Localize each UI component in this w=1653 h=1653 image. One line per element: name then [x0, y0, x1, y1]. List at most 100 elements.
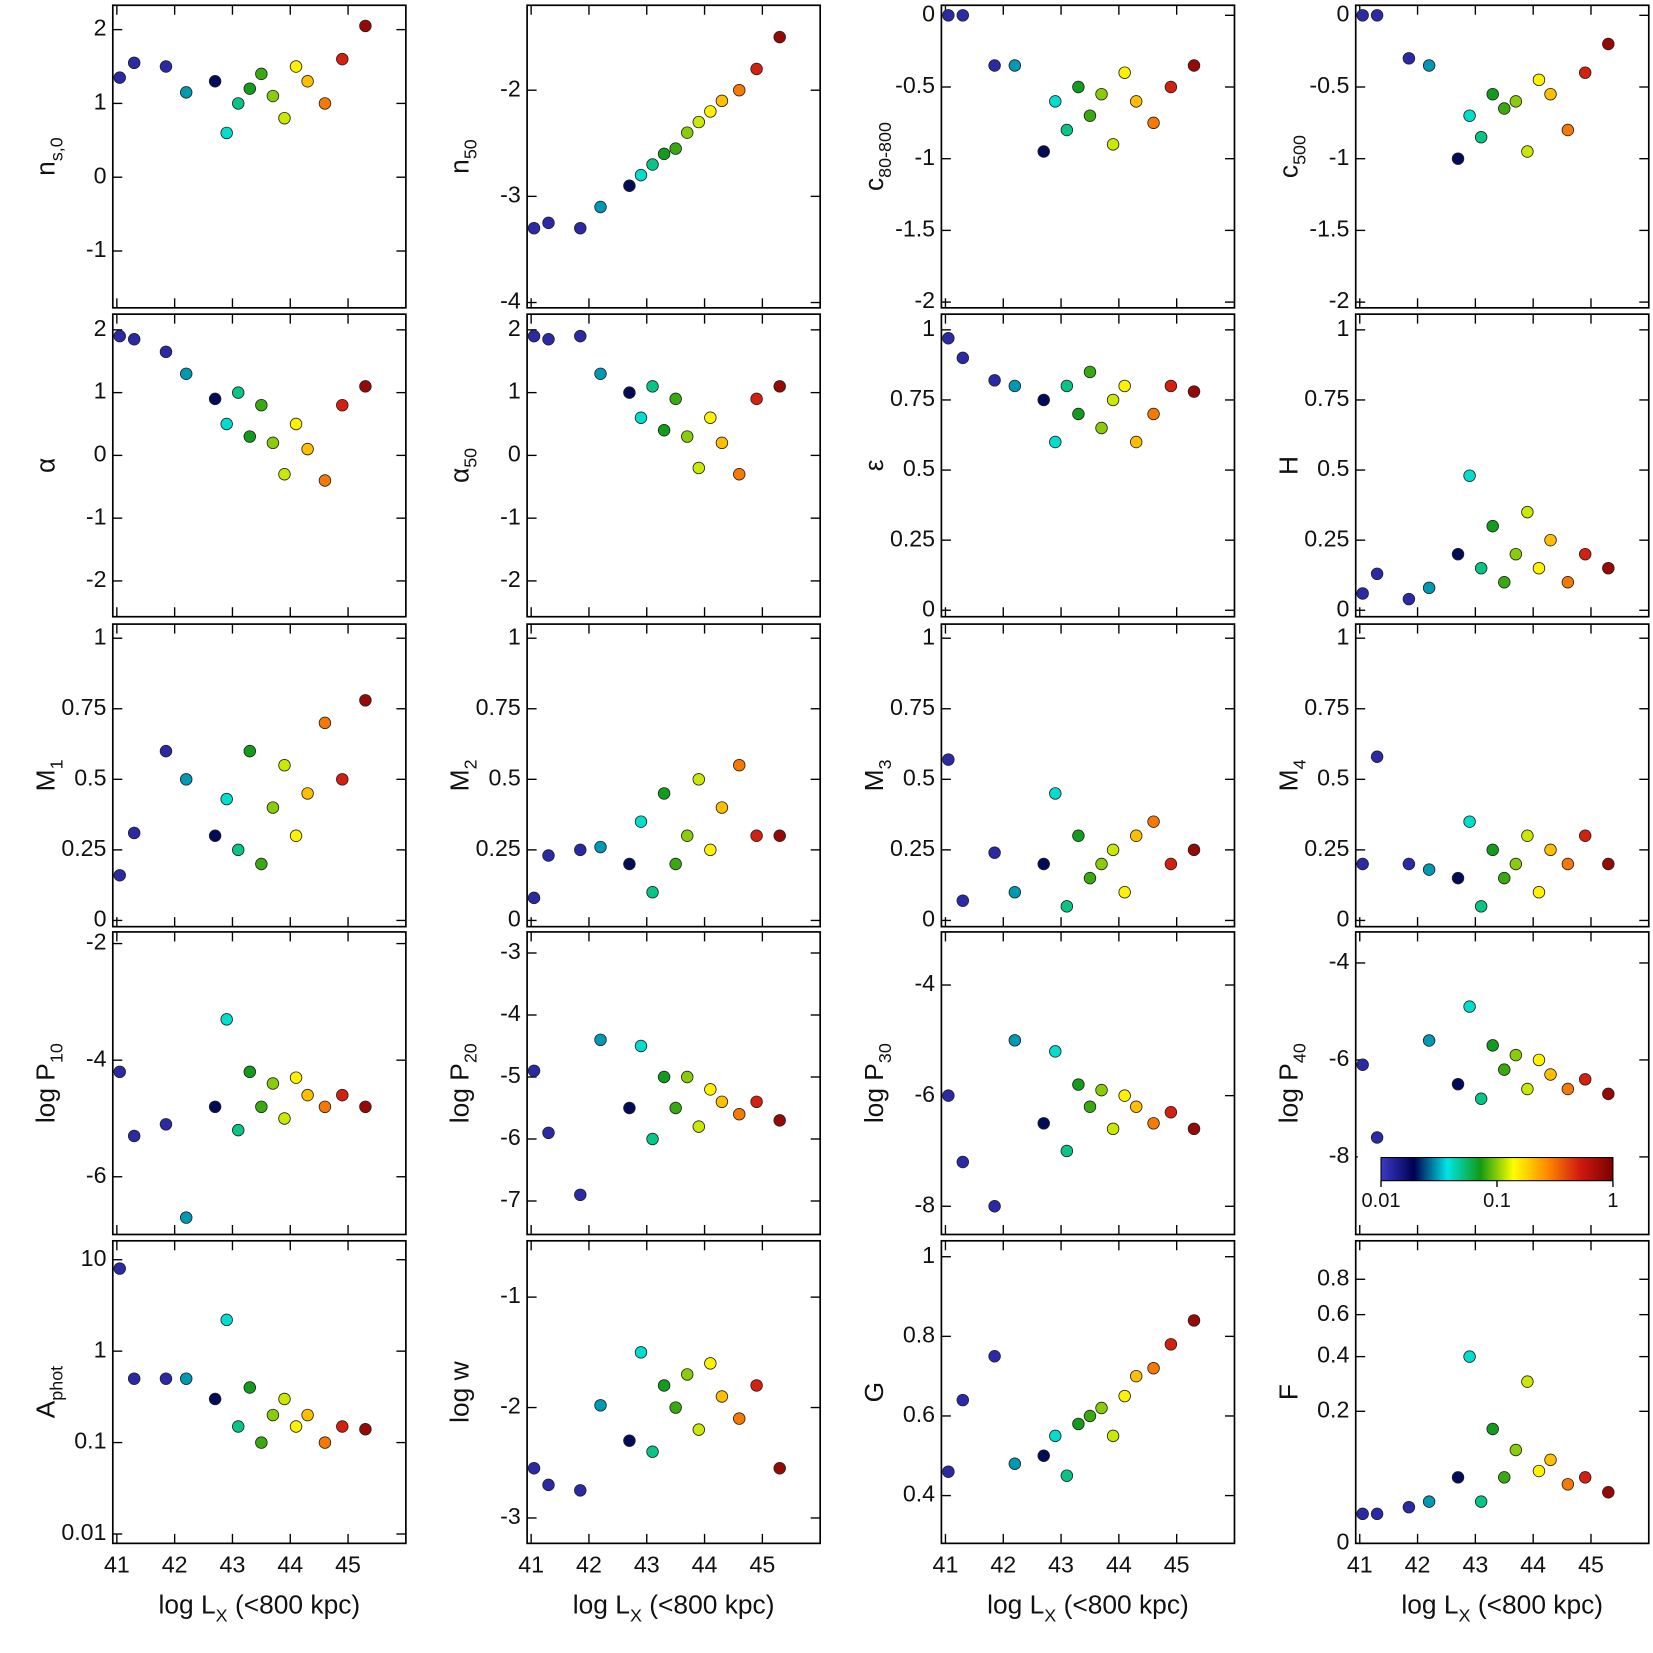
point [733, 83, 746, 97]
point [704, 1357, 717, 1370]
point [646, 158, 659, 171]
point [1049, 787, 1062, 800]
point [159, 744, 173, 758]
point [681, 829, 694, 842]
panel: 0 0.25 0.5 0.75 1 [890, 313, 1236, 621]
point [301, 1408, 314, 1422]
point [1474, 1092, 1488, 1105]
point [681, 430, 694, 443]
point [1095, 857, 1108, 871]
point [289, 1071, 303, 1084]
point [1008, 379, 1022, 393]
point [1402, 52, 1416, 65]
colorbar-tick-label: 0.01 [1362, 1190, 1401, 1212]
point [318, 97, 332, 110]
x-tick-label: 43 [220, 1552, 246, 1578]
x-tick-label: 43 [1462, 1552, 1488, 1578]
x-axis-label-main: log L [987, 1590, 1044, 1620]
y-tick-label: 0 [94, 441, 107, 467]
x-tick-label: 43 [634, 1552, 660, 1578]
point [1422, 1495, 1436, 1508]
point [1083, 1409, 1097, 1423]
y-tick-label: -2 [914, 287, 935, 313]
point [1474, 1495, 1488, 1508]
point [1008, 1457, 1022, 1470]
x-axis-label-rest: (<800 kpc) [1478, 1590, 1603, 1620]
point [1072, 1417, 1085, 1431]
point [750, 829, 763, 842]
point [942, 753, 955, 766]
y-axis-label-sub: 50 [460, 448, 480, 468]
point [1037, 393, 1050, 407]
point [1509, 1048, 1523, 1062]
point [574, 329, 587, 343]
y-axis-label-main: log P [30, 1063, 60, 1123]
point [301, 442, 314, 456]
x-tick-label: 45 [749, 1552, 775, 1578]
y-axis-label-sub: 4 [1289, 759, 1309, 769]
point [733, 1412, 746, 1425]
x-tick-label: 41 [518, 1552, 544, 1578]
point [1083, 109, 1097, 122]
point [692, 115, 706, 129]
y-axis-label: M4 [1273, 759, 1309, 791]
point [1486, 1039, 1499, 1052]
point [127, 1372, 141, 1385]
x-axis-label: log LX (<800 kpc) [573, 1590, 775, 1626]
point [1083, 1100, 1097, 1113]
point [527, 221, 541, 235]
point [733, 758, 746, 772]
y-tick-label: -1 [1329, 144, 1350, 170]
panel: -8 -6 -4 [914, 931, 1236, 1236]
point [208, 1100, 222, 1114]
point [359, 1422, 372, 1436]
point [301, 787, 314, 800]
y-tick-label: 0.5 [489, 764, 521, 790]
panel-frame [940, 931, 1236, 1236]
point [542, 1478, 555, 1492]
point [1544, 843, 1557, 857]
point [127, 1129, 141, 1143]
point [1498, 871, 1511, 885]
y-tick-label: -6 [1329, 1045, 1350, 1071]
point [1521, 1082, 1534, 1096]
point [289, 1420, 303, 1433]
panel-frame [1354, 1239, 1650, 1545]
y-tick-label: 0 [508, 906, 521, 932]
point [1578, 829, 1592, 842]
x-tick-label: 42 [162, 1552, 188, 1578]
point [208, 392, 222, 406]
y-axis-label-sub: phot [46, 1366, 66, 1401]
point [301, 75, 314, 88]
y-tick-label: 0.75 [890, 694, 935, 720]
point [704, 1083, 717, 1096]
point [646, 1445, 659, 1458]
y-tick-label: 1 [94, 623, 107, 649]
y-tick-label: 0.5 [903, 764, 935, 790]
point [956, 351, 970, 365]
point [318, 1100, 332, 1114]
point [289, 417, 303, 431]
y-tick-label: 0.6 [1317, 1300, 1349, 1326]
point [1498, 576, 1511, 589]
point [1095, 1083, 1108, 1097]
y-tick-label: 0.75 [61, 694, 106, 720]
point [1498, 1063, 1511, 1076]
point [1544, 533, 1557, 547]
point [1072, 829, 1085, 842]
y-tick-label: -4 [500, 1000, 521, 1026]
panel: 0 0.2 0.4 0.6 0.8 41 42 43 44 45 [1317, 1239, 1650, 1578]
point [634, 1346, 648, 1359]
panel: -7 -6 -5 -4 -3 [500, 931, 822, 1236]
point [773, 380, 786, 393]
point [255, 67, 268, 81]
point [1422, 1034, 1436, 1047]
point [1008, 1034, 1022, 1047]
point [1106, 843, 1120, 857]
y-tick-label: 0.25 [890, 835, 935, 861]
point [220, 1013, 233, 1026]
point [1356, 1507, 1369, 1521]
panel-frame [526, 931, 822, 1236]
y-tick-label: 0.75 [890, 385, 935, 411]
y-axis-label-main: log w [445, 1360, 475, 1422]
